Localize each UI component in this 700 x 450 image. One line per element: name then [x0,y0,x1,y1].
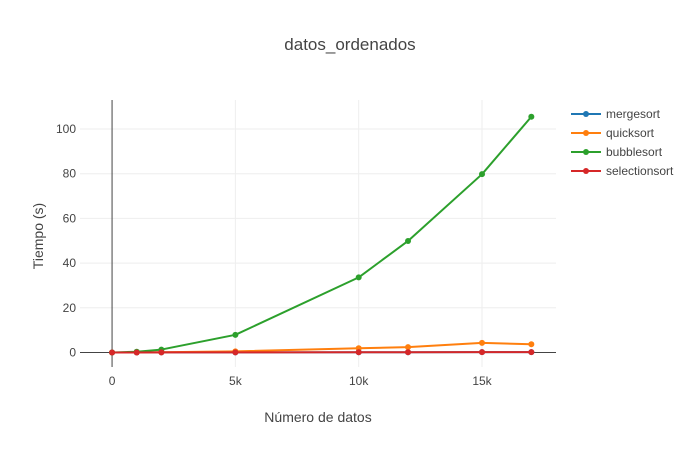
series-group [109,113,535,356]
y-tick-label: 100 [56,122,76,136]
data-point-bubblesort [479,171,486,178]
legend-swatch-marker [583,130,589,136]
legend-label: mergesort [606,107,661,121]
legend-item-quicksort[interactable]: quicksort [571,126,655,140]
data-point-selectionsort [232,349,239,356]
legend: mergesort quicksort bubblesort selectionsor… [571,107,674,178]
data-point-quicksort [479,339,486,346]
data-point-bubblesort [528,113,535,120]
series-selectionsort [109,349,535,356]
y-tick-label: 20 [63,301,77,315]
data-point-bubblesort [232,331,239,338]
legend-swatch-marker [583,111,589,117]
data-point-selectionsort [479,349,486,356]
legend-label: quicksort [606,126,655,140]
data-point-selectionsort [158,349,165,356]
chart-title: datos_ordenados [284,35,415,54]
y-tick-label: 0 [69,345,76,359]
legend-item-bubblesort[interactable]: bubblesort [571,145,663,159]
legend-swatch-marker [583,168,589,174]
x-tick-label: 0 [109,374,116,388]
legend-label: bubblesort [606,145,663,159]
legend-label: selectionsort [606,164,674,178]
data-point-selectionsort [355,349,362,356]
legend-item-selectionsort[interactable]: selectionsort [571,164,674,178]
y-tick-label: 40 [63,256,77,270]
grid [80,100,556,367]
data-point-bubblesort [355,274,362,281]
y-axis-title: Tiempo (s) [30,203,46,269]
legend-swatch-marker [583,149,589,155]
data-point-selectionsort [109,349,116,356]
data-point-quicksort [405,344,412,351]
x-tick-label: 10k [349,374,369,388]
data-point-quicksort [528,341,535,348]
x-axis-title: Número de datos [264,409,371,425]
data-point-selectionsort [528,349,535,356]
x-tick-label: 15k [472,374,492,388]
y-tick-label: 80 [63,167,77,181]
data-point-bubblesort [405,237,412,244]
x-tick-label: 5k [229,374,243,388]
series-bubblesort [109,113,535,356]
legend-item-mergesort[interactable]: mergesort [571,107,661,121]
y-tick-label: 60 [63,211,77,225]
data-point-selectionsort [405,349,412,356]
series-line-bubblesort [112,116,533,354]
axes [80,100,556,367]
data-point-selectionsort [133,349,140,356]
tick-labels: 0 5k 10k 15k 0 20 40 60 80 100 [56,122,493,388]
